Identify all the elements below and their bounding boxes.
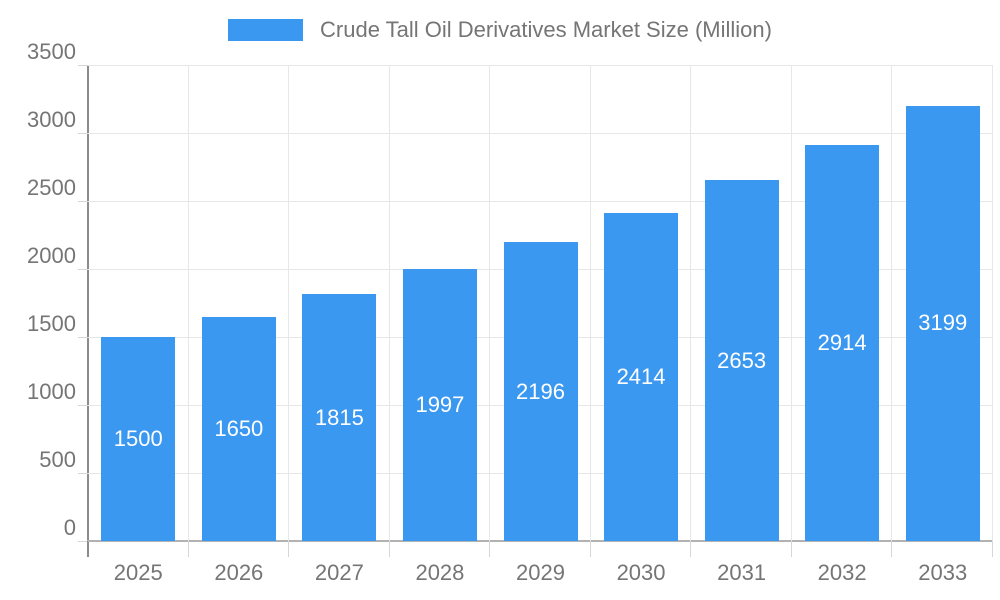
x-tick — [790, 541, 792, 557]
y-gridline — [88, 65, 993, 66]
x-tick-label: 2030 — [616, 560, 666, 585]
x-tick-label: 2027 — [314, 560, 364, 585]
bar[interactable]: 1500 — [101, 337, 176, 541]
bar-value-label: 1500 — [113, 426, 163, 451]
x-tick-label: 2033 — [918, 560, 968, 585]
bar-value-label: 1815 — [314, 404, 364, 430]
y-gridline — [88, 133, 993, 134]
bar-value-label: 2653 — [717, 347, 767, 373]
y-tick-label: 2500 — [27, 175, 76, 200]
bar[interactable]: 2653 — [704, 180, 779, 541]
x-gridline — [187, 65, 189, 541]
bar-value-label: 3199 — [918, 310, 968, 336]
x-gridline — [992, 65, 993, 541]
x-tick — [87, 541, 88, 557]
y-gridline — [88, 201, 993, 202]
bar[interactable]: 2914 — [805, 144, 880, 541]
x-gridline — [388, 65, 390, 541]
y-tick-label: 1000 — [27, 379, 76, 405]
bar-value-label: 2414 — [616, 363, 666, 389]
x-tick — [489, 541, 491, 557]
x-axis-line — [87, 540, 993, 542]
y-axis-line — [87, 65, 89, 557]
x-tick-label: 2026 — [214, 560, 264, 585]
x-tick — [690, 541, 692, 557]
x-gridline — [589, 65, 591, 541]
bar[interactable]: 1650 — [201, 316, 276, 541]
x-gridline — [891, 65, 893, 541]
y-tick — [78, 269, 88, 271]
x-tick — [589, 541, 591, 557]
y-tick-label: 0 — [63, 515, 76, 540]
x-gridline — [690, 65, 692, 541]
bar-value-label: 2914 — [817, 329, 867, 355]
y-tick — [78, 133, 88, 134]
plot-area: 0 500 1000 1500 2000 2500 3000 3500 1500 2025 1650… — [27, 39, 993, 585]
x-tick-label: 2028 — [415, 560, 465, 585]
bar[interactable]: 1815 — [302, 294, 377, 541]
y-tick-label: 1500 — [27, 311, 76, 336]
x-gridline — [288, 65, 290, 541]
y-tick — [78, 405, 88, 407]
x-tick-label: 2031 — [717, 560, 767, 585]
x-tick-label: 2032 — [817, 560, 867, 585]
x-tick-label: 2029 — [516, 560, 565, 585]
legend-swatch — [228, 19, 304, 41]
x-gridline — [790, 65, 792, 541]
y-tick — [78, 337, 88, 338]
x-gridline — [489, 65, 491, 541]
y-tick — [78, 65, 88, 66]
x-tick-label: 2025 — [113, 560, 163, 585]
y-tick-label: 500 — [39, 447, 76, 473]
y-tick-label: 2000 — [27, 243, 76, 269]
bar-value-label: 1650 — [214, 415, 264, 441]
legend-label: Crude Tall Oil Derivatives Market Size (… — [320, 17, 772, 42]
y-tick — [78, 541, 88, 542]
bar[interactable]: 1997 — [402, 269, 477, 541]
x-tick — [992, 541, 993, 557]
y-tick-label: 3000 — [27, 107, 76, 132]
y-tick — [78, 201, 88, 202]
bar[interactable]: 2414 — [604, 212, 679, 541]
x-tick — [288, 541, 290, 557]
x-tick — [388, 541, 390, 557]
chart-legend[interactable]: Crude Tall Oil Derivatives Market Size (… — [0, 17, 1000, 43]
y-tick — [78, 473, 88, 475]
bar-value-label: 2196 — [516, 378, 565, 404]
bar[interactable]: 2196 — [503, 242, 578, 541]
y-tick-label: 3500 — [27, 39, 76, 64]
x-tick — [187, 541, 189, 557]
x-tick — [891, 541, 893, 557]
bar-value-label: 1997 — [415, 392, 465, 418]
bar[interactable]: 3199 — [905, 105, 980, 541]
